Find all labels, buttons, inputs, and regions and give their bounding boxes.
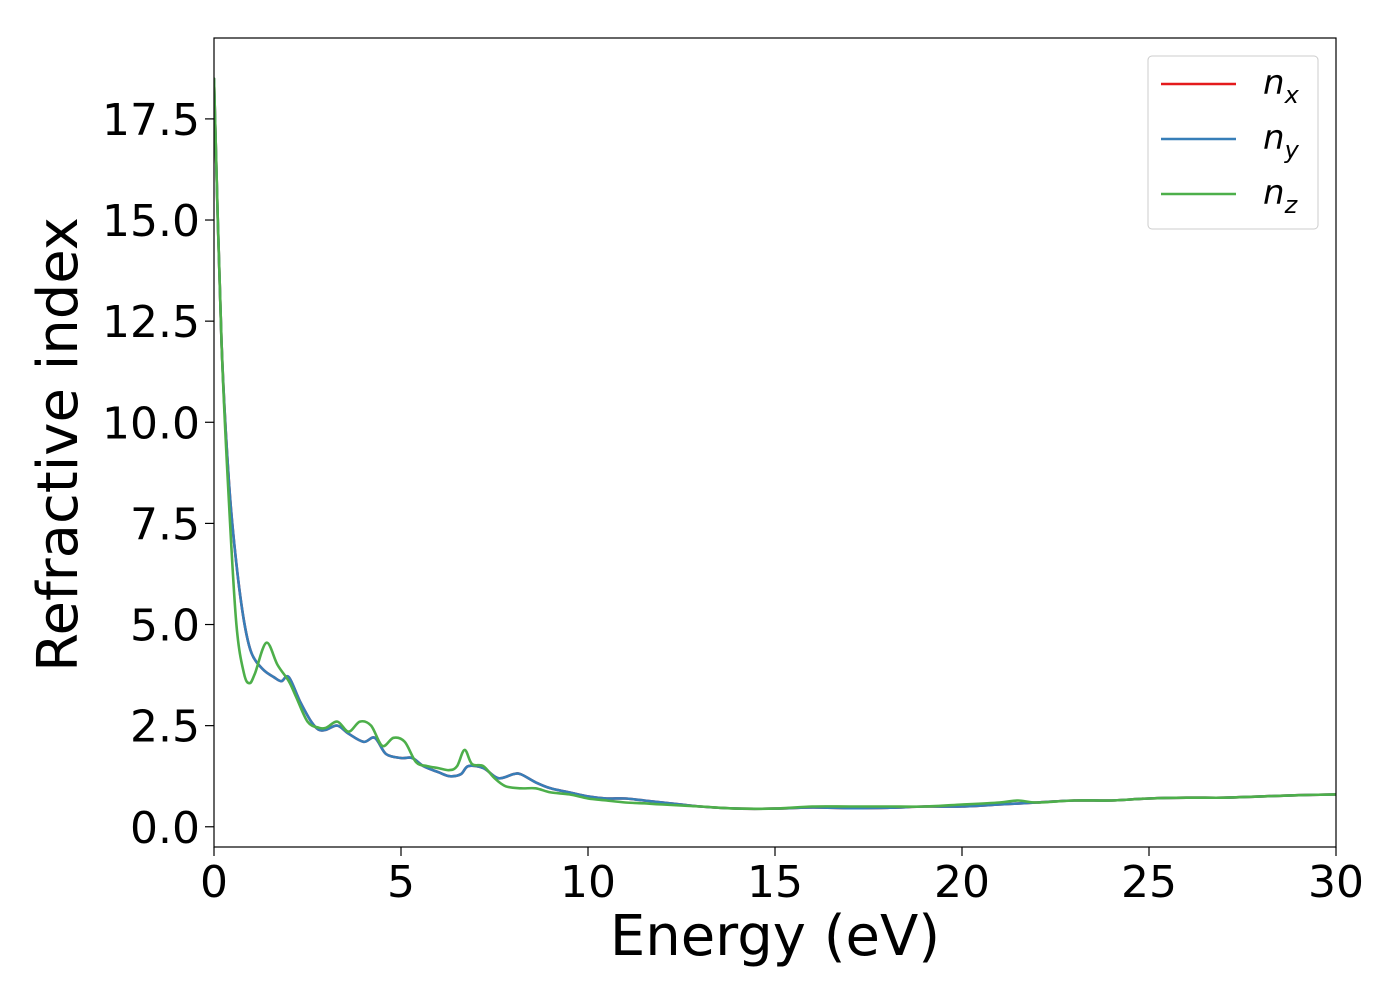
legend: nx ny nz: [1147, 55, 1319, 230]
y-tick-label: 7.5: [130, 499, 200, 550]
series-line-y: [214, 77, 1336, 811]
x-tick-label: 25: [1121, 857, 1177, 908]
y-tick-label: 15.0: [102, 196, 200, 247]
y-axis-title: Refractive index: [26, 217, 91, 672]
legend-label-y: ny: [1263, 118, 1300, 164]
x-tick-label: 30: [1308, 857, 1364, 908]
x-tick-label: 0: [200, 857, 228, 908]
y-axis-ticks: 0.0 2.5 5.0 7.5 10.0 12.5 15.0 17.5: [102, 95, 214, 854]
x-tick-label: 20: [934, 857, 990, 908]
x-tick-label: 5: [387, 857, 415, 908]
y-tick-label: 17.5: [102, 95, 200, 146]
series-line-z: [214, 77, 1336, 811]
y-tick-label: 2.5: [130, 702, 200, 753]
plot-lines: [214, 77, 1336, 811]
legend-box: [1147, 55, 1319, 230]
x-axis-ticks: 0 5 10 15 20 25 30: [200, 847, 1364, 908]
legend-label-x: nx: [1263, 63, 1300, 109]
x-axis-title: Energy (eV): [610, 904, 940, 969]
y-tick-label: 5.0: [130, 601, 200, 652]
x-tick-label: 10: [560, 857, 616, 908]
y-tick-label: 10.0: [102, 398, 200, 449]
y-tick-label: 12.5: [102, 297, 200, 348]
y-tick-label: 0.0: [130, 803, 200, 854]
legend-label-z: nz: [1263, 173, 1299, 219]
x-tick-label: 15: [747, 857, 803, 908]
